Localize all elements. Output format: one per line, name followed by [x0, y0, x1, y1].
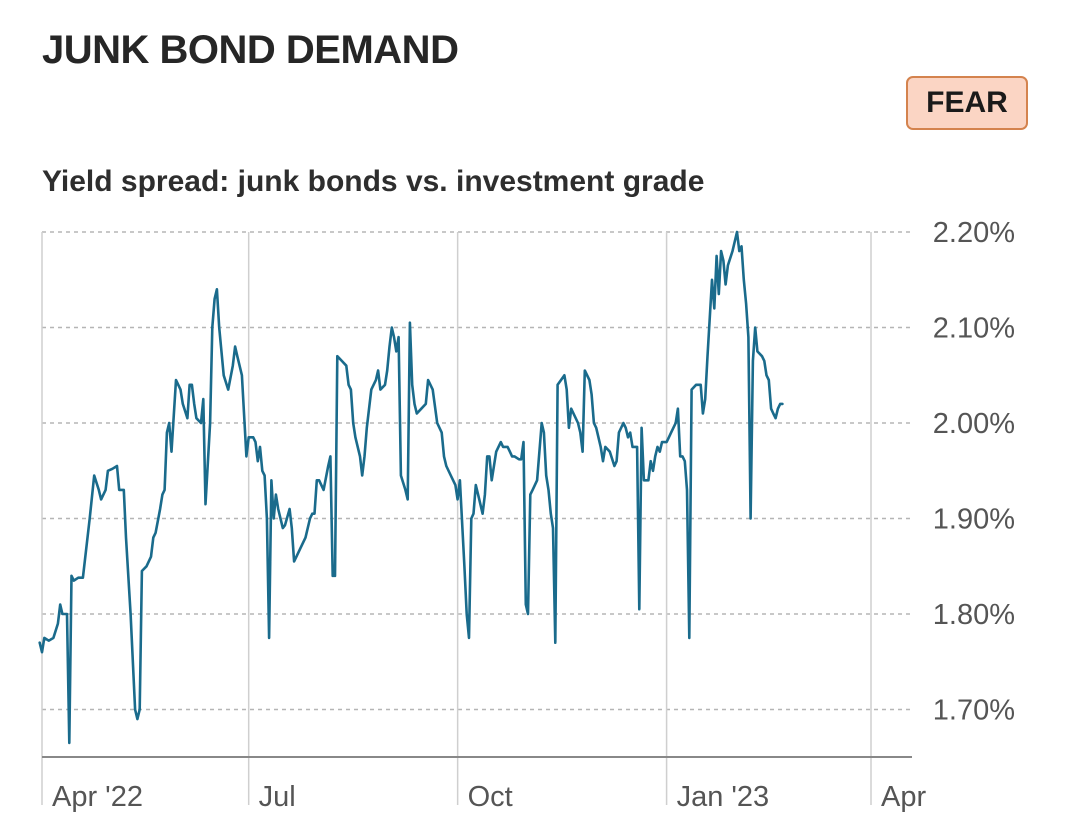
y-axis: 2.20% 2.10% 2.00% 1.90% 1.80% 1.70%	[933, 217, 1015, 727]
y-tick-label: 2.10%	[933, 313, 1015, 345]
series-group	[38, 230, 784, 745]
chart-title: JUNK BOND DEMAND	[42, 28, 459, 72]
status-badge: FEAR	[906, 76, 1028, 130]
y-tick-label: 1.80%	[933, 599, 1015, 631]
chart-subtitle: Yield spread: junk bonds vs. investment …	[42, 165, 705, 198]
x-tick-label: Jul	[259, 781, 296, 813]
x-tick-label: Jan '23	[677, 781, 770, 813]
x-tick-label: Apr	[881, 781, 926, 813]
y-tick-label: 2.00%	[933, 408, 1015, 440]
y-tick-label: 2.20%	[933, 217, 1015, 249]
chart-grid	[41, 231, 912, 805]
x-tick-label: Oct	[468, 781, 513, 813]
y-tick-label: 1.90%	[933, 504, 1015, 536]
y-tick-label: 1.70%	[933, 695, 1015, 727]
series-line	[38, 230, 784, 745]
x-axis: Apr '22 Jul Oct Jan '23 Apr	[52, 781, 926, 813]
x-tick-label: Apr '22	[52, 781, 143, 813]
